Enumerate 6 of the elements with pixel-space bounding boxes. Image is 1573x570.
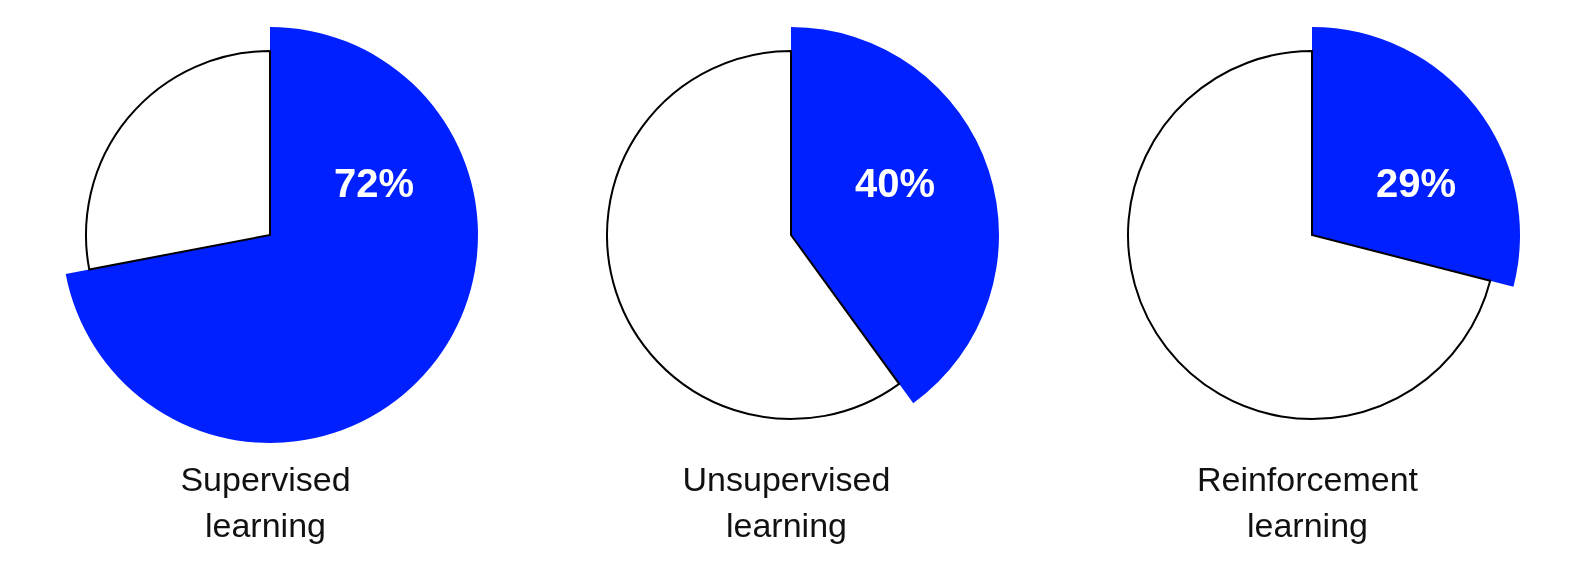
data-label: 72% <box>333 161 415 205</box>
data-label: 40% <box>854 161 936 205</box>
text: Supervised learning <box>179 459 352 546</box>
text: Reinforcement learning <box>1195 459 1420 546</box>
text: Unsupervised learning <box>681 459 892 546</box>
data-label: 29% <box>1375 161 1457 205</box>
